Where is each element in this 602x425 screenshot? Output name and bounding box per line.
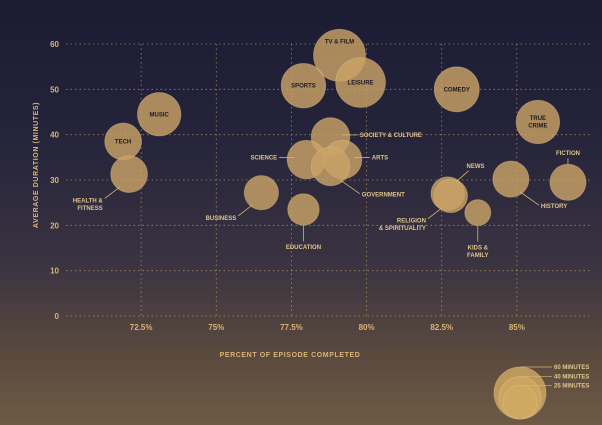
x-axis-ticks: 72.5% 75% 77.5% 80% 82.5% 85% [130, 323, 525, 332]
leader-business [238, 204, 254, 217]
bubble-kids-family [464, 199, 492, 227]
bubble-religion-spirituality [433, 178, 468, 214]
bubble-true-crime [515, 99, 561, 145]
x-tick-label: 82.5% [430, 323, 453, 332]
leader-news [455, 170, 469, 183]
bubble-comedy [433, 66, 480, 113]
bubble-sports [280, 63, 327, 109]
label-fiction: FICTION [556, 151, 580, 157]
label-sports: SPORTS [291, 84, 316, 90]
label-religion-spirituality: RELIGION & SPIRITUALITY [379, 219, 426, 233]
leader-government [339, 179, 361, 195]
bubble-fiction [549, 163, 587, 201]
label-education: EDUCATION [286, 245, 321, 251]
bubbles [104, 28, 587, 227]
label-science: SCIENCE [251, 156, 278, 162]
label-leisure: LEISURE [348, 81, 374, 87]
y-tick-label: 60 [50, 40, 59, 49]
legend-label: 25 MINUTES [554, 383, 589, 389]
bubble-government [310, 146, 351, 187]
x-tick-label: 85% [509, 323, 525, 332]
x-axis-title: PERCENT OF EPISODE COMPLETED [220, 352, 361, 359]
legend-circle-25 [502, 385, 538, 420]
legend-label: 40 MINUTES [554, 375, 589, 381]
size-legend: 60 MINUTES 40 MINUTES 25 MINUTES [493, 365, 589, 420]
leader-history [519, 191, 540, 206]
label-health-fitness: HEALTH & FITNESS [73, 198, 104, 212]
bubble-music [137, 92, 182, 137]
label-news: NEWS [467, 164, 485, 170]
label-music: MUSIC [150, 112, 170, 118]
bubble-leisure [335, 57, 386, 108]
y-tick-label: 10 [50, 267, 59, 276]
label-tv-film: TV & FILM [325, 40, 354, 46]
x-tick-label: 72.5% [130, 323, 153, 332]
label-history: HISTORY [541, 204, 567, 210]
label-government: GOVERNMENT [362, 193, 405, 199]
y-tick-label: 0 [55, 312, 60, 321]
label-true-crime: TRUE CRIME [528, 116, 547, 129]
bubble-history [492, 160, 530, 198]
leader-religion-spirituality [427, 207, 443, 219]
label-kids-family: KIDS & FAMILY [467, 246, 489, 260]
x-tick-label: 80% [359, 323, 375, 332]
y-tick-label: 20 [50, 221, 59, 230]
bubble-health-fitness [110, 155, 148, 193]
y-tick-label: 40 [50, 131, 59, 140]
label-society-culture: SOCIETY & CULTURE [360, 133, 422, 139]
leader-health-fitness [104, 186, 121, 199]
label-business: BUSINESS [206, 216, 237, 222]
label-comedy: COMEDY [444, 87, 470, 93]
x-tick-label: 75% [208, 323, 224, 332]
y-tick-label: 50 [50, 85, 59, 94]
y-tick-label: 30 [50, 176, 59, 185]
label-arts: ARTS [372, 156, 388, 162]
bubble-labels: TV & FILM SPORTS LEISURE COMEDY MUSIC TRUE CRI… [73, 40, 580, 260]
bubble-education [287, 193, 320, 226]
bubble-business [243, 175, 279, 211]
legend-label: 60 MINUTES [554, 365, 589, 371]
y-axis-title: AVERAGE DURATION (MINUTES) [33, 102, 40, 228]
label-tech: TECH [115, 139, 131, 145]
y-axis-ticks: 0 10 20 30 40 50 60 [50, 40, 59, 321]
x-tick-label: 77.5% [280, 323, 303, 332]
